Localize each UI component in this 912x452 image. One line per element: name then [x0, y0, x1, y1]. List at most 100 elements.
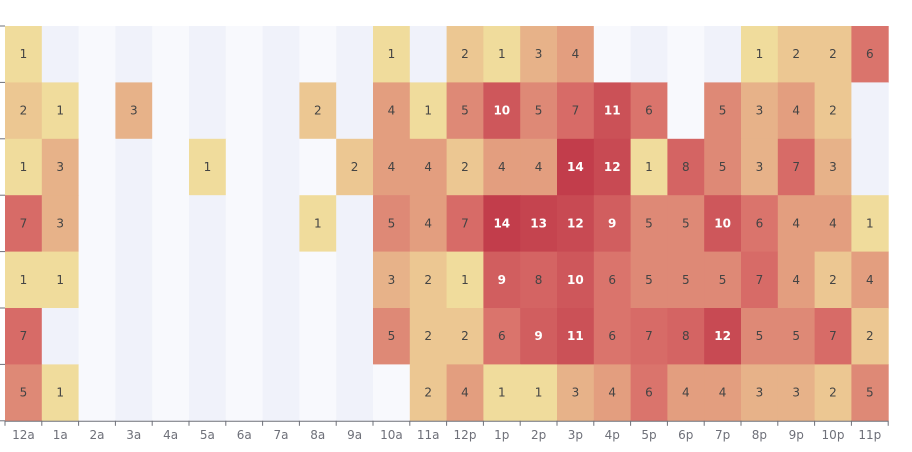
heatmap-cell[interactable] — [262, 82, 300, 140]
heatmap-cell[interactable] — [373, 26, 411, 83]
heatmap-cell[interactable] — [630, 251, 668, 309]
heatmap-cell[interactable] — [483, 195, 521, 253]
heatmap-cell[interactable] — [115, 195, 153, 253]
heatmap-cell[interactable] — [5, 308, 43, 365]
heatmap-cell[interactable] — [409, 364, 448, 422]
heatmap-cell[interactable] — [851, 251, 889, 309]
heatmap-cell[interactable] — [78, 26, 116, 83]
heatmap-cell[interactable] — [152, 26, 190, 83]
heatmap-cell[interactable] — [814, 138, 852, 196]
heatmap-cell[interactable] — [41, 195, 80, 253]
heatmap-cell[interactable] — [593, 138, 632, 196]
heatmap-cell[interactable] — [557, 195, 595, 253]
heatmap-cell[interactable] — [593, 195, 632, 253]
heatmap-cell[interactable] — [630, 308, 668, 365]
heatmap-cell[interactable] — [152, 195, 190, 253]
heatmap-cell[interactable] — [777, 138, 816, 196]
heatmap-cell[interactable] — [777, 26, 816, 83]
heatmap-cell[interactable] — [520, 364, 558, 422]
heatmap-cell[interactable] — [5, 364, 43, 422]
heatmap-cell[interactable] — [667, 251, 705, 309]
heatmap-cell[interactable] — [409, 26, 448, 83]
heatmap-cell[interactable] — [741, 308, 779, 365]
heatmap-cell[interactable] — [446, 82, 484, 140]
heatmap-cell[interactable] — [115, 251, 153, 309]
heatmap-cell[interactable] — [115, 82, 153, 140]
heatmap-cell[interactable] — [336, 364, 374, 422]
heatmap-cell[interactable] — [409, 251, 448, 309]
heatmap-cell[interactable] — [557, 364, 595, 422]
heatmap-cell[interactable] — [446, 138, 484, 196]
heatmap-cell[interactable] — [41, 26, 80, 83]
heatmap-cell[interactable] — [667, 308, 705, 365]
heatmap-cell[interactable] — [704, 251, 742, 309]
heatmap-cell[interactable] — [262, 26, 300, 83]
heatmap-cell[interactable] — [115, 26, 153, 83]
heatmap-cell[interactable] — [336, 251, 374, 309]
heatmap-cell[interactable] — [851, 308, 889, 365]
heatmap-cell[interactable] — [777, 308, 816, 365]
heatmap-cell[interactable] — [409, 195, 448, 253]
heatmap-cell[interactable] — [483, 138, 521, 196]
heatmap-cell[interactable] — [189, 364, 227, 422]
heatmap-cell[interactable] — [152, 308, 190, 365]
heatmap-cell[interactable] — [777, 82, 816, 140]
heatmap-cell[interactable] — [520, 251, 558, 309]
heatmap-cell[interactable] — [225, 26, 264, 83]
heatmap-cell[interactable] — [189, 251, 227, 309]
heatmap-cell[interactable] — [152, 82, 190, 140]
heatmap-cell[interactable] — [409, 138, 448, 196]
heatmap-cell[interactable] — [299, 82, 337, 140]
heatmap-cell[interactable] — [814, 251, 852, 309]
heatmap-cell[interactable] — [299, 308, 337, 365]
heatmap-cell[interactable] — [777, 364, 816, 422]
heatmap-cell[interactable] — [483, 26, 521, 83]
heatmap-cell[interactable] — [667, 364, 705, 422]
heatmap-cell[interactable] — [446, 251, 484, 309]
heatmap-cell[interactable] — [777, 195, 816, 253]
heatmap-cell[interactable] — [189, 82, 227, 140]
heatmap-cell[interactable] — [520, 138, 558, 196]
heatmap-cell[interactable] — [5, 138, 43, 196]
heatmap-cell[interactable] — [851, 195, 889, 253]
heatmap-cell[interactable] — [851, 138, 889, 196]
heatmap-cell[interactable] — [78, 82, 116, 140]
heatmap-cell[interactable] — [336, 308, 374, 365]
heatmap-cell[interactable] — [704, 26, 742, 83]
heatmap-cell[interactable] — [262, 308, 300, 365]
heatmap-cell[interactable] — [704, 364, 742, 422]
heatmap-cell[interactable] — [41, 308, 80, 365]
heatmap-cell[interactable] — [262, 251, 300, 309]
heatmap-cell[interactable] — [262, 364, 300, 422]
heatmap-cell[interactable] — [115, 138, 153, 196]
heatmap-cell[interactable] — [373, 195, 411, 253]
heatmap-cell[interactable] — [152, 251, 190, 309]
heatmap-cell[interactable] — [78, 308, 116, 365]
heatmap-cell[interactable] — [78, 251, 116, 309]
heatmap-cell[interactable] — [189, 26, 227, 83]
heatmap-cell[interactable] — [557, 251, 595, 309]
heatmap-cell[interactable] — [152, 364, 190, 422]
heatmap-cell[interactable] — [520, 308, 558, 365]
heatmap-cell[interactable] — [630, 195, 668, 253]
heatmap-cell[interactable] — [704, 82, 742, 140]
heatmap-cell[interactable] — [189, 195, 227, 253]
heatmap-cell[interactable] — [520, 195, 558, 253]
heatmap-cell[interactable] — [814, 308, 852, 365]
heatmap-cell[interactable] — [741, 82, 779, 140]
heatmap-cell[interactable] — [557, 26, 595, 83]
heatmap-cell[interactable] — [667, 82, 705, 140]
heatmap-cell[interactable] — [299, 195, 337, 253]
heatmap-cell[interactable] — [704, 308, 742, 365]
heatmap-cell[interactable] — [41, 251, 80, 309]
heatmap-cell[interactable] — [299, 364, 337, 422]
heatmap-cell[interactable] — [78, 138, 116, 196]
heatmap-cell[interactable] — [851, 82, 889, 140]
heatmap-cell[interactable] — [557, 308, 595, 365]
heatmap-cell[interactable] — [115, 308, 153, 365]
heatmap-cell[interactable] — [483, 82, 521, 140]
heatmap-cell[interactable] — [741, 138, 779, 196]
heatmap-cell[interactable] — [225, 138, 264, 196]
heatmap-cell[interactable] — [189, 138, 227, 196]
heatmap-cell[interactable] — [741, 195, 779, 253]
